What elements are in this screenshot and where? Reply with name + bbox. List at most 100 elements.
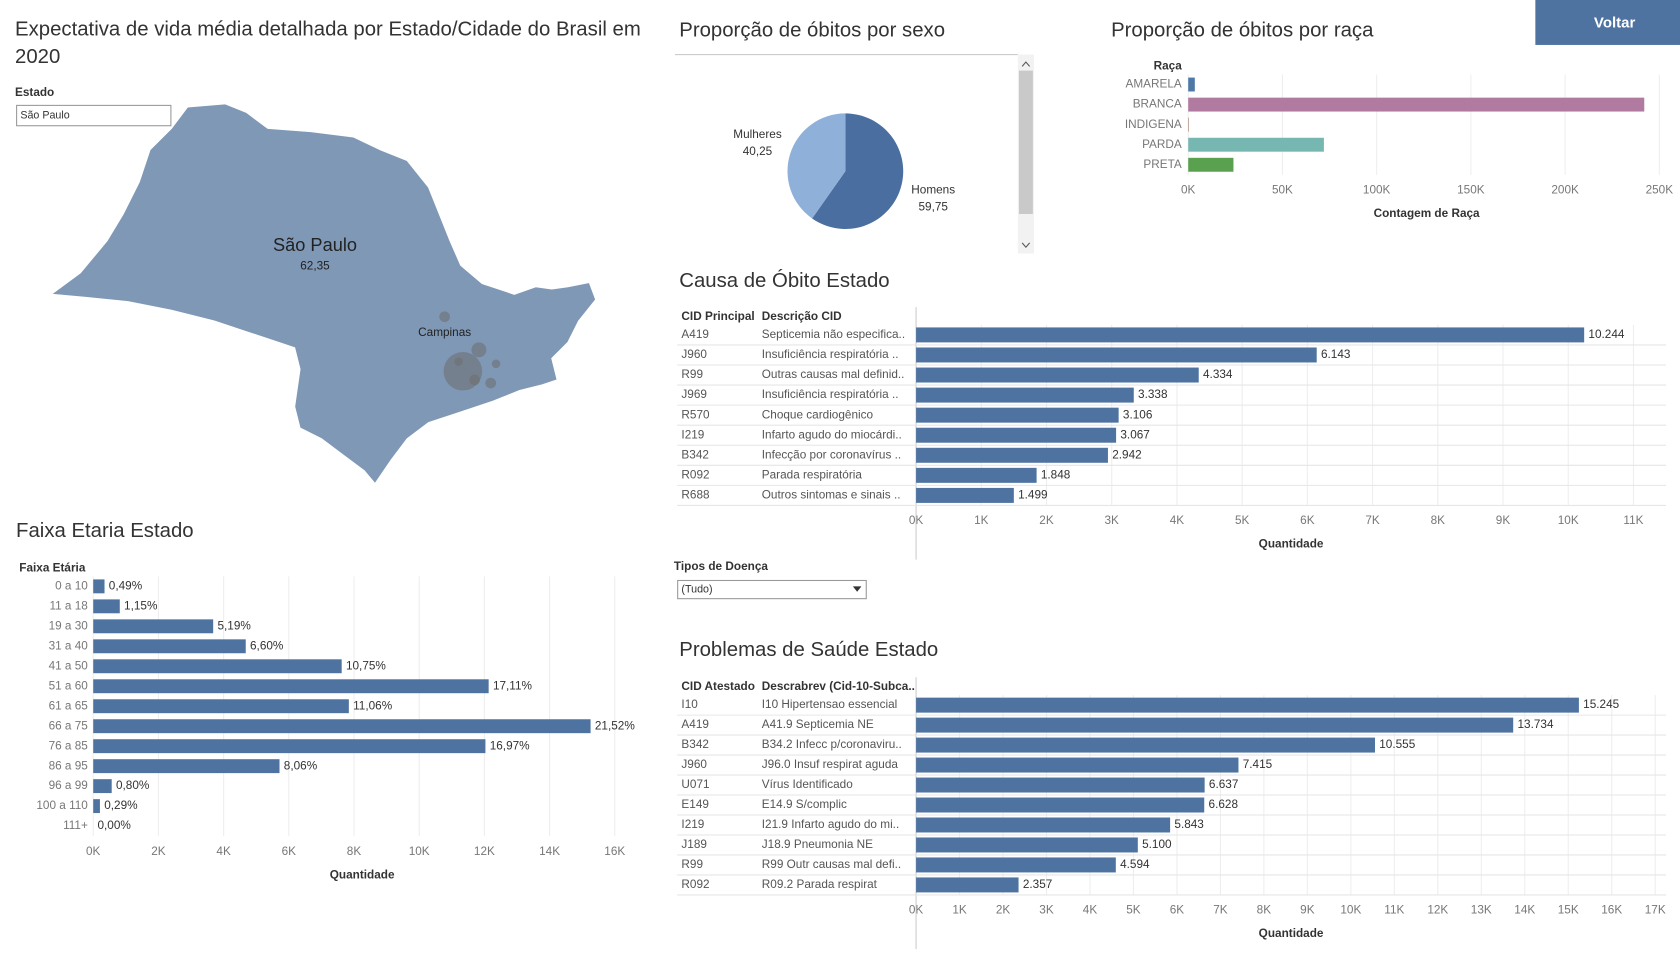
data-label: 2.357 <box>1023 878 1052 891</box>
row-description: Infecção por coronavírus .. <box>762 448 901 461</box>
x-tick-label: 12K <box>1427 904 1448 917</box>
x-tick-label: 2K <box>151 845 166 858</box>
x-tick-label: 7K <box>1213 904 1228 917</box>
x-tick-label: 0K <box>86 845 101 858</box>
x-tick-label: 2K <box>996 904 1011 917</box>
x-tick-label: 9K <box>1496 514 1511 527</box>
bar <box>916 427 1117 443</box>
chart-title: Causa de Óbito Estado <box>679 269 889 292</box>
scroll-up[interactable] <box>1021 61 1031 67</box>
x-tick-label: 11K <box>1623 514 1643 527</box>
x-tick-label: 1K <box>974 514 989 527</box>
x-tick-label: 2K <box>1039 514 1054 527</box>
y-tick-label: 0 a 10 <box>55 579 88 592</box>
back-button-label[interactable]: Voltar <box>1594 14 1636 31</box>
row-description: Choque cardiogênico <box>762 408 874 421</box>
x-tick-label: 8K <box>347 845 362 858</box>
data-label: 0,80% <box>116 779 150 792</box>
data-label: 16,97% <box>490 739 530 752</box>
state-filter[interactable] <box>16 104 172 127</box>
disease-filter[interactable] <box>677 579 867 600</box>
city-label: Campinas <box>418 326 471 339</box>
data-label: 6,60% <box>250 639 284 652</box>
row-code: J960 <box>681 348 707 361</box>
bar <box>916 837 1138 853</box>
y-tick-label: AMARELA <box>1126 78 1182 91</box>
map-title: Expectativa de vida média detalhada por … <box>15 18 641 69</box>
data-label: 1.848 <box>1041 468 1071 481</box>
data-label: 5,19% <box>217 619 251 632</box>
disease-filter-label: Tipos de Doença <box>674 560 768 573</box>
bar <box>1188 77 1195 92</box>
bar <box>93 799 100 814</box>
bar <box>1188 117 1189 132</box>
bar <box>93 639 246 654</box>
scroll-down[interactable] <box>1021 242 1031 248</box>
state-value: 62,35 <box>300 260 330 273</box>
data-label: 2.942 <box>1112 448 1141 461</box>
pie-value: 59,75 <box>918 201 948 214</box>
row-code: J960 <box>681 758 707 771</box>
state-shape[interactable] <box>49 103 597 485</box>
bar <box>93 739 486 754</box>
y-tick-label: 61 a 65 <box>49 699 89 712</box>
x-tick-label: 200K <box>1551 184 1579 197</box>
chart-title: Faixa Etaria Estado <box>16 520 194 542</box>
city-marker[interactable] <box>471 342 487 358</box>
data-label: 10,75% <box>346 659 386 672</box>
column-header: CID Principal <box>681 310 754 323</box>
y-tick-label: 11 a 18 <box>49 599 88 612</box>
y-axis-label: Faixa Etária <box>19 561 86 574</box>
city-marker[interactable] <box>485 377 497 389</box>
y-tick-label: BRANCA <box>1133 98 1182 111</box>
y-tick-label: 111+ <box>63 819 88 832</box>
bar <box>916 487 1014 503</box>
bar <box>93 779 112 794</box>
bar <box>1188 137 1324 152</box>
data-label: 5.843 <box>1174 818 1204 831</box>
x-tick-label: 14K <box>539 845 560 858</box>
city-marker[interactable] <box>491 359 501 369</box>
data-label: 13.734 <box>1517 718 1553 731</box>
row-description: Outras causas mal definid.. <box>762 368 905 381</box>
x-tick-label: 3K <box>1105 514 1120 527</box>
bar <box>93 699 349 714</box>
pie-value: 40,25 <box>743 145 773 158</box>
data-label: 0,29% <box>104 799 138 812</box>
disease-filter-value[interactable]: (Tudo) <box>681 583 712 595</box>
chart-title: Proporção de óbitos por sexo <box>679 19 945 41</box>
back-button[interactable] <box>1535 0 1680 45</box>
x-tick-label: 11K <box>1384 904 1404 917</box>
x-tick-label: 16K <box>604 845 625 858</box>
bar <box>916 737 1375 753</box>
x-tick-label: 1K <box>952 904 967 917</box>
x-tick-label: 8K <box>1431 514 1446 527</box>
city-marker[interactable] <box>439 311 450 323</box>
y-tick-label: 100 a 110 <box>36 799 88 812</box>
column-header: Descrição CID <box>762 310 842 323</box>
x-tick-label: 100K <box>1363 184 1391 197</box>
data-label: 17,11% <box>493 679 533 692</box>
row-code: R99 <box>681 858 703 871</box>
data-label: 1.499 <box>1018 489 1047 502</box>
row-code: J189 <box>681 838 707 851</box>
row-description: E14.9 S/complic <box>762 798 847 811</box>
pie-label: Mulheres <box>733 128 782 141</box>
x-tick-label: 5K <box>1235 514 1250 527</box>
city-marker[interactable] <box>469 374 480 386</box>
data-label: 6.637 <box>1209 778 1238 791</box>
map-title-box: Expectativa de vida média detalhada por … <box>15 18 641 69</box>
bar <box>916 447 1108 463</box>
state-filter-value[interactable]: São Paulo <box>20 109 69 121</box>
dropdown-arrow[interactable] <box>852 586 862 592</box>
row-code: R092 <box>681 468 709 481</box>
scrollbar-thumb[interactable] <box>1018 70 1033 215</box>
y-tick-label: PARDA <box>1142 138 1182 151</box>
row-description: Outros sintomas e sinais .. <box>762 489 901 502</box>
pie-slice <box>787 113 846 219</box>
x-tick-label: 6K <box>1170 904 1185 917</box>
data-label: 10.244 <box>1588 328 1624 341</box>
chart-title: Problemas de Saúde Estado <box>679 639 938 661</box>
x-tick-label: 8K <box>1257 904 1272 917</box>
